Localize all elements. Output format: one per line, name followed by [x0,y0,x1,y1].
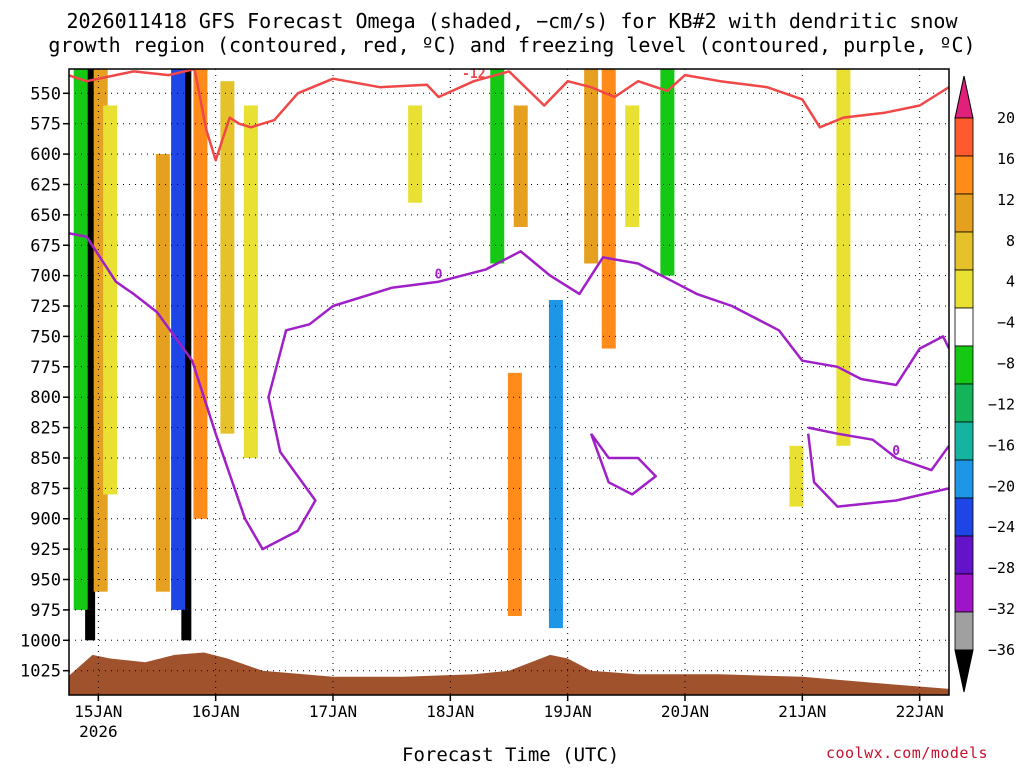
x-tick-label-18: 18JAN [426,702,474,721]
x-tick-label-19: 19JAN [544,702,592,721]
colorbar-swatch-8 [954,421,974,461]
y-tick-label-600: 600 [30,145,61,165]
omega-band-3 [103,105,118,495]
colorbar-swatch-12 [954,573,974,613]
colorbar-swatch-2 [954,193,974,233]
contour-line-0 [69,69,949,162]
colorbar-label-10: −24 [988,518,1015,536]
plot-frame [68,68,950,696]
contour-label-0: -12 [462,67,485,82]
colorbar: 20 16 12 8 4 −4 −8 −12 −16 −20 −24 −28 −32 −36 [954,75,1015,693]
colorbar-swatch-1 [954,155,974,195]
contour-label-4: 0 [892,444,900,459]
colorbar-label-12: −32 [988,600,1015,618]
y-tick-label-825: 825 [30,419,61,439]
x-tick-label-22: 22JAN [896,702,944,721]
colorbar-label-8: −16 [988,436,1015,454]
omega-band-15 [584,69,599,264]
colorbar-top-arrow [954,75,974,119]
colorbar-label-13: −36 [988,641,1015,659]
colorbar-label-6: −8 [997,355,1015,373]
x-tick-label-15: 15JAN [74,702,122,721]
y-tick-label-675: 675 [30,236,61,256]
colorbar-swatch-13 [954,611,974,651]
colorbar-swatch-0 [954,117,974,157]
omega-band-7 [193,69,208,519]
terrain-fill [69,652,949,695]
x-axis-title: Forecast Time (UTC) [402,744,620,766]
contour-line-2 [589,432,657,496]
colorbar-label-1: 16 [997,150,1015,168]
y-tick-label-800: 800 [30,388,61,408]
colorbar-label-5: −4 [997,314,1015,332]
grid-lines [69,69,949,695]
y-tick-label-775: 775 [30,358,61,378]
y-tick-label-575: 575 [30,115,61,135]
omega-band-19 [789,445,804,507]
y-tick-label-925: 925 [30,540,61,560]
credit-link[interactable]: coolwx.com/models [826,744,989,762]
colorbar-label-3: 8 [1006,232,1015,250]
omega-band-10 [408,105,423,203]
y-tick-label-850: 850 [30,449,61,469]
chart-title-line-2: growth region (contoured, red, ºC) and f… [48,33,976,57]
omega-band-16 [601,69,616,349]
y-tick-label-725: 725 [30,297,61,317]
colorbar-swatch-7 [954,383,974,423]
y-tick-label-975: 975 [30,601,61,621]
contour-line-1 [69,232,949,551]
y-tick-label-900: 900 [30,510,61,530]
y-tick-label-875: 875 [30,479,61,499]
y-tick-label-1000: 1000 [20,631,61,651]
omega-band-4 [155,154,170,592]
colorbar-label-0: 20 [997,109,1015,127]
colorbar-swatch-4 [954,269,974,309]
colorbar-bottom-arrow [954,649,974,693]
y-tick-label-700: 700 [30,267,61,287]
colorbar-label-9: −20 [988,477,1015,495]
x-tick-year-label: 2026 [79,722,118,741]
colorbar-swatch-10 [954,497,974,537]
terrain-profile [69,652,949,695]
colorbar-swatch-5 [954,307,974,347]
colorbar-label-11: −28 [988,559,1015,577]
omega-band-0 [85,69,96,641]
colorbar-label-4: 4 [1006,273,1015,291]
x-tick-label-21: 21JAN [778,702,826,721]
y-tick-label-650: 650 [30,206,61,226]
y-tick-label-750: 750 [30,327,61,347]
omega-band-18 [660,69,675,276]
chart-title-line-1: 2026011418 GFS Forecast Omega (shaded, −… [66,9,958,33]
x-tick-label-20: 20JAN [661,702,709,721]
colorbar-swatch-6 [954,345,974,385]
contour-lines: -12 0 0 [69,67,949,551]
omega-band-13 [507,372,522,616]
contour-line-4 [807,426,949,472]
omega-band-17 [625,105,640,228]
y-tick-label-950: 950 [30,571,61,591]
y-tick-label-625: 625 [30,175,61,195]
colorbar-swatch-9 [954,459,974,499]
omega-band-12 [513,105,528,228]
omega-band-9 [243,105,258,458]
colorbar-swatch-3 [954,231,974,271]
omega-shading [73,69,851,641]
x-tick-label-17: 17JAN [309,702,357,721]
x-tick-label-16: 16JAN [192,702,240,721]
omega-band-14 [548,299,563,629]
colorbar-swatch-11 [954,535,974,575]
omega-band-20 [836,69,851,446]
y-axis: 550 575 600 625 650 675 700 725 750 775 800 825 850 8… [20,84,69,682]
colorbar-label-7: −12 [988,395,1015,413]
colorbar-label-2: 12 [997,191,1015,209]
contour-line-3 [806,433,949,508]
y-tick-label-1025: 1025 [20,662,61,682]
omega-band-8 [220,81,235,434]
omega-band-11 [490,69,505,264]
contour-label-1: 0 [435,268,443,283]
y-tick-label-550: 550 [30,84,61,104]
omega-band-1 [73,69,88,610]
